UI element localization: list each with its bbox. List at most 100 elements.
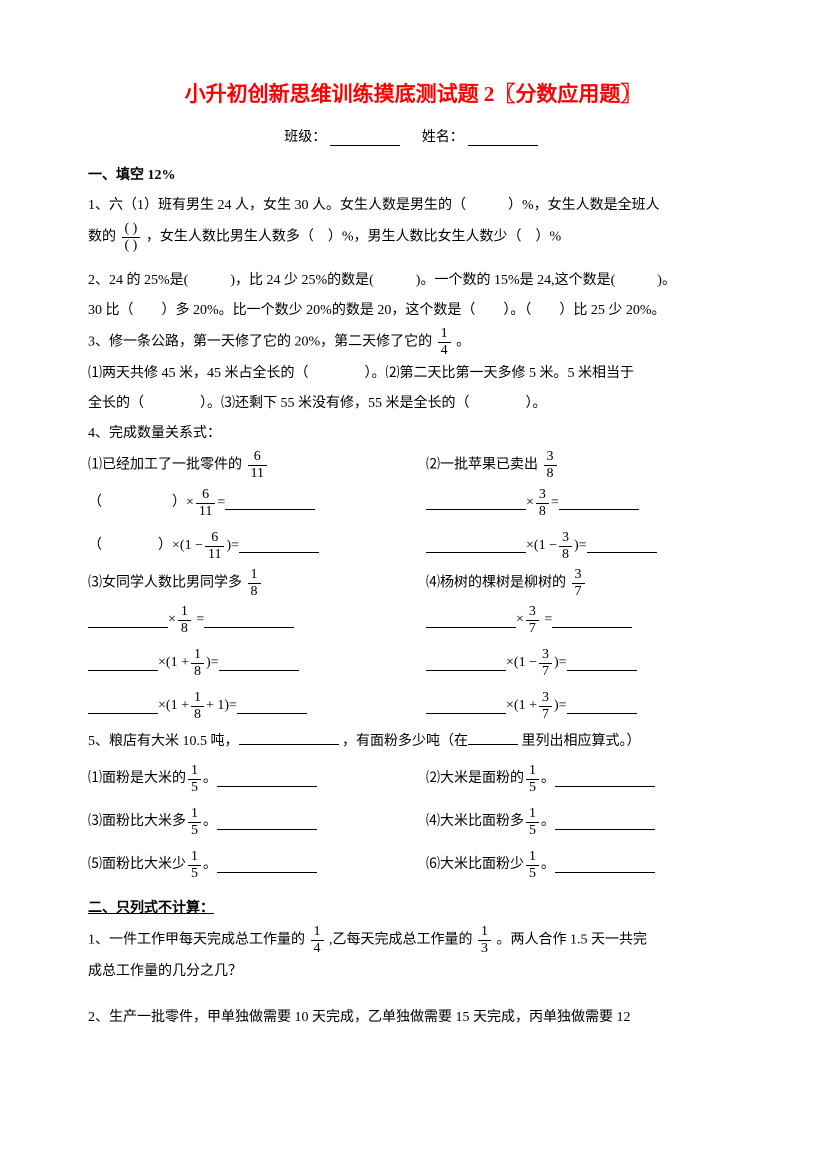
q5-2: ⑵大米是面粉的 (426, 764, 524, 795)
blank[interactable] (426, 614, 516, 628)
q5-3: ⑶面粉比大米多 (88, 807, 186, 838)
q4-3-label: ⑶女同学人数比男同学多 (88, 575, 242, 590)
s2q1a: 1、一件工作甲每天完成总工作量的 (88, 933, 305, 948)
blank[interactable] (225, 496, 315, 510)
blank[interactable] (217, 773, 317, 787)
q1-line2: 数的 ( )( ) ，女生人数比男生人数多（ ）%，男生人数比女生人数少（ ）% (88, 222, 738, 253)
q1-line1: 1、六（1）班有男生 24 人，女生 30 人。女生人数是男生的（ ）%，女生人… (88, 192, 738, 220)
q1b-suffix: ，女生人数比男生人数多（ ）%，男生人数比女生人数少（ ）% (146, 230, 561, 245)
q3a-prefix: 3、修一条公路，第一天修了它的 20%，第二天修了它的 (88, 335, 432, 350)
fraction-1-4: 14 (438, 327, 451, 358)
blank[interactable] (468, 731, 518, 745)
times-4: × (526, 531, 534, 562)
section-2-head: 二、只列式不计算： (88, 897, 738, 917)
q5-4: ⑷大米比面粉多 (426, 807, 524, 838)
blank[interactable] (559, 496, 639, 510)
meta-line: 班级： 姓名： (88, 126, 738, 146)
name-label: 姓名： (422, 130, 464, 145)
blank[interactable] (219, 657, 299, 671)
lp-5: (1 + (166, 691, 189, 722)
q4-eq-row3: × 18 = × 37 = (88, 599, 738, 642)
blank[interactable] (555, 816, 655, 830)
s2-q2: 2、生产一批零件，甲单独做需要 10 天完成，乙单独做需要 15 天完成，丙单独… (88, 1004, 738, 1032)
q5-prefix: 5、粮店有大米 10.5 吨， (88, 734, 239, 749)
fraction-3-8: 38 (544, 450, 557, 481)
blank[interactable] (426, 539, 526, 553)
eq-2: = (551, 488, 559, 519)
q5-row2: ⑶面粉比大米多 15 。 ⑷大米比面粉多 15 。 (88, 801, 738, 844)
section-1-head: 一、填空 12% (88, 164, 738, 184)
fraction-1-8d: 18 (191, 691, 204, 722)
fraction-1-3: 13 (478, 925, 491, 956)
s2-q1-line2: 成总工作量的几分之几？ (88, 958, 738, 986)
blank[interactable] (204, 614, 294, 628)
s2q1c: 。两人合作 1.5 天一共完 (497, 933, 648, 948)
lp-4: (1 − (514, 648, 537, 679)
times-6: × (516, 605, 524, 636)
rp-5: + 1) (206, 691, 229, 722)
fraction-6-11b: 611 (196, 488, 215, 519)
blank[interactable] (88, 657, 158, 671)
blank[interactable] (552, 614, 632, 628)
fraction-1-5b: 15 (526, 764, 539, 795)
q5-row3: ⑸面粉比大米少 15 。 ⑹大米比面粉少 15 。 (88, 844, 738, 887)
fraction-3-8b: 38 (536, 488, 549, 519)
blank[interactable] (555, 859, 655, 873)
q2-line1: 2、24 的 25%是( )，比 24 少 25%的数是( )。一个数的 15%… (88, 267, 738, 295)
fraction-1-5f: 15 (526, 850, 539, 881)
blank[interactable] (426, 496, 526, 510)
fraction-1-5e: 15 (188, 850, 201, 881)
class-label: 班级： (284, 130, 326, 145)
dot: 。 (541, 850, 555, 881)
fraction-1-8c: 18 (191, 648, 204, 679)
blank[interactable] (88, 614, 168, 628)
q5-5: ⑸面粉比大米少 (88, 850, 186, 881)
q4-4-label: ⑷杨树的棵树是柳树的 (426, 575, 566, 590)
blank[interactable] (217, 816, 317, 830)
q4-1-label: ⑴已经加工了一批零件的 (88, 458, 242, 473)
blank[interactable] (587, 539, 657, 553)
eq-4: = (579, 531, 587, 562)
q4-eq-row4: × (1 + 18 ) = × (1 − 37 ) = (88, 642, 738, 685)
s2q1b: ,乙每天完成总工作量的 (329, 933, 473, 948)
q4-2-label: ⑵一批苹果已卖出 (426, 458, 538, 473)
blank[interactable] (426, 657, 506, 671)
blank[interactable] (555, 773, 655, 787)
dot: 。 (203, 764, 217, 795)
fraction-1-5d: 15 (526, 807, 539, 838)
blank[interactable] (237, 700, 307, 714)
blank[interactable] (567, 657, 637, 671)
times-7: × (158, 648, 166, 679)
q4-head: 4、完成数量关系式： (88, 420, 738, 448)
q5-1: ⑴面粉是大米的 (88, 764, 186, 795)
eq-8: = (559, 648, 567, 679)
eq-7: = (211, 648, 219, 679)
fraction-1-8b: 18 (178, 605, 191, 636)
fraction-3-7b: 37 (526, 605, 539, 636)
class-blank[interactable] (330, 132, 400, 146)
fraction-3-7: 37 (572, 568, 585, 599)
page-title: 小升初创新思维训练摸底测试题 2〖分数应用题〗 (88, 78, 738, 108)
q3a-suffix: 。 (456, 335, 470, 350)
blank[interactable] (217, 859, 317, 873)
blank[interactable] (239, 731, 339, 745)
q5-mid: ，有面粉多少吨（在 (342, 734, 468, 749)
q4-eq-row5: × (1 + 18 + 1) = × (1 + 37 ) = (88, 685, 738, 728)
times-2: × (526, 488, 534, 519)
lp-1: (1 − (180, 531, 203, 562)
blank[interactable] (567, 700, 637, 714)
times-1: × (186, 488, 194, 519)
blank[interactable] (239, 539, 319, 553)
dot: 。 (203, 807, 217, 838)
blank[interactable] (88, 700, 158, 714)
lp-2: (1 − (534, 531, 557, 562)
fraction-3-7c: 37 (539, 648, 552, 679)
eq-1: = (217, 488, 225, 519)
eq-3: = (231, 531, 239, 562)
fraction-paren: ( )( ) (122, 222, 141, 253)
fraction-1-4b: 14 (311, 925, 324, 956)
s2-q1-line1: 1、一件工作甲每天完成总工作量的 14 ,乙每天完成总工作量的 13 。两人合作… (88, 925, 738, 956)
times-5: × (168, 605, 176, 636)
name-blank[interactable] (468, 132, 538, 146)
blank[interactable] (426, 700, 506, 714)
